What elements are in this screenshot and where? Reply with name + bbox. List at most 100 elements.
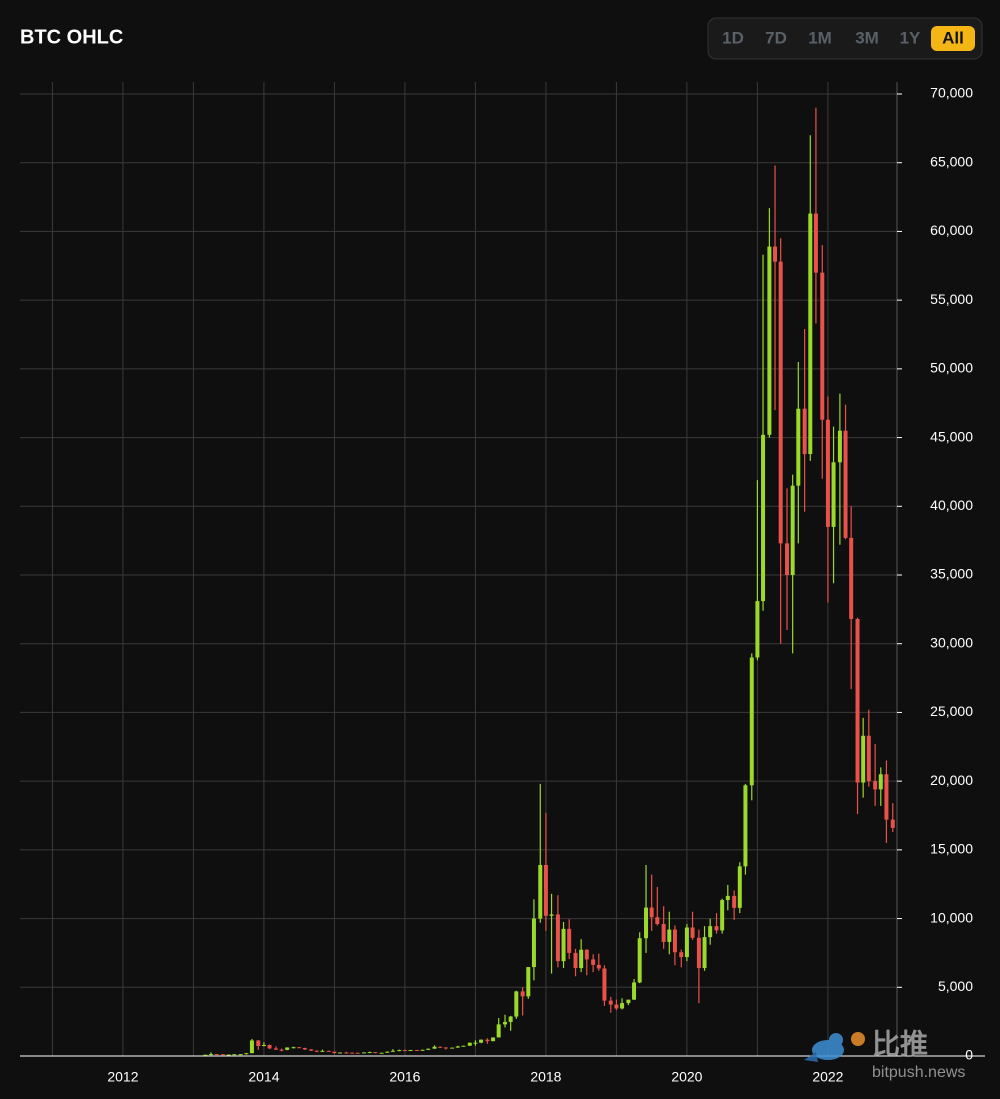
- candle-body: [608, 1000, 613, 1005]
- candle-body: [573, 952, 578, 969]
- candle-body: [496, 1024, 501, 1038]
- y-tick-label: 0: [965, 1047, 973, 1063]
- y-tick-label: 45,000: [930, 428, 973, 444]
- candle-body: [479, 1039, 484, 1043]
- candle-body: [261, 1045, 266, 1047]
- y-tick-label: 40,000: [930, 497, 973, 513]
- candle-body: [503, 1021, 508, 1025]
- candle-body: [473, 1042, 478, 1044]
- logo-bird-tail: [804, 1052, 818, 1062]
- candle-body: [778, 261, 783, 544]
- candle-body: [579, 949, 584, 969]
- candle-body: [649, 907, 654, 918]
- candle-body: [543, 864, 548, 916]
- candle-body: [591, 959, 596, 965]
- x-tick-label: 2020: [671, 1069, 702, 1085]
- candle-body: [672, 929, 677, 953]
- candle-body: [420, 1049, 425, 1051]
- range-button[interactable]: All: [942, 28, 964, 47]
- range-button[interactable]: 1Y: [900, 28, 921, 47]
- x-tick-label: 2018: [530, 1069, 561, 1085]
- candle-body: [878, 774, 883, 790]
- candle-body: [203, 1054, 208, 1056]
- candle-body: [644, 907, 649, 939]
- candle-body: [808, 213, 813, 455]
- watermark-site: bitpush.news: [872, 1064, 965, 1081]
- candle-body: [813, 213, 818, 273]
- y-tick-label: 60,000: [930, 222, 973, 238]
- candle-body: [279, 1049, 284, 1051]
- candle-body: [267, 1045, 272, 1049]
- y-tick-label: 70,000: [930, 85, 973, 101]
- candle-body: [461, 1045, 466, 1047]
- logo-bird-head: [829, 1033, 843, 1047]
- candle-body: [531, 918, 536, 968]
- candle-body: [432, 1046, 437, 1049]
- y-tick-label: 30,000: [930, 634, 973, 650]
- candle-body: [485, 1039, 490, 1042]
- candle-body: [837, 430, 842, 463]
- range-button[interactable]: 1M: [808, 28, 832, 47]
- candle-body: [350, 1052, 355, 1054]
- candle-body: [743, 785, 748, 867]
- candle-body: [320, 1050, 325, 1052]
- candle-body: [256, 1040, 261, 1046]
- candle-body: [866, 735, 871, 782]
- candle-body: [596, 964, 601, 969]
- candle-body: [637, 938, 642, 983]
- candle-body: [755, 601, 760, 658]
- range-button[interactable]: 1D: [722, 28, 744, 47]
- y-tick-label: 50,000: [930, 360, 973, 376]
- candle-body: [667, 929, 672, 942]
- candle-body: [285, 1047, 290, 1050]
- candle-body: [790, 485, 795, 575]
- candle-body: [890, 819, 895, 828]
- candle-body: [749, 657, 754, 786]
- candle-body: [620, 1003, 625, 1009]
- candle-body: [655, 917, 660, 925]
- candle-body: [209, 1054, 214, 1056]
- candle-body: [455, 1046, 460, 1048]
- x-tick-label: 2012: [107, 1069, 138, 1085]
- candle-body: [825, 419, 830, 527]
- range-selector: [707, 17, 983, 60]
- grid: [20, 82, 985, 1057]
- candle-body: [362, 1052, 367, 1054]
- candle-body: [402, 1050, 407, 1052]
- candles: [203, 107, 895, 1056]
- candle-body: [720, 900, 725, 931]
- candle-body: [309, 1049, 314, 1051]
- candle-body: [714, 926, 719, 931]
- candle-body: [567, 928, 572, 953]
- candle-body: [355, 1052, 360, 1054]
- range-button[interactable]: 3M: [855, 28, 879, 47]
- candle-body: [214, 1054, 219, 1056]
- candle-body: [802, 408, 807, 455]
- candle-body: [538, 864, 543, 919]
- y-tick-label: 15,000: [930, 841, 973, 857]
- y-tick-label: 25,000: [930, 703, 973, 719]
- y-tick-label: 55,000: [930, 291, 973, 307]
- button-active-bg[interactable]: [931, 26, 975, 51]
- candle-body: [555, 914, 560, 962]
- watermark: 比推 bitpush.news: [804, 1028, 965, 1081]
- candle-body: [761, 434, 766, 602]
- range-button[interactable]: 7D: [765, 28, 787, 47]
- y-tick-label: 35,000: [930, 566, 973, 582]
- y-tick-label: 10,000: [930, 909, 973, 925]
- candle-body: [796, 408, 801, 486]
- candle-body: [491, 1037, 496, 1042]
- candle-body: [297, 1047, 302, 1049]
- candle-body: [549, 914, 554, 916]
- candle-body: [373, 1052, 378, 1054]
- candle-body: [520, 991, 525, 997]
- candle-body: [696, 937, 701, 969]
- x-tick-label: 2014: [248, 1069, 279, 1085]
- candle-body: [291, 1047, 296, 1049]
- candle-body: [408, 1049, 413, 1051]
- candle-body: [732, 895, 737, 908]
- candle-body: [702, 937, 707, 969]
- x-tick-label: 2016: [389, 1069, 420, 1085]
